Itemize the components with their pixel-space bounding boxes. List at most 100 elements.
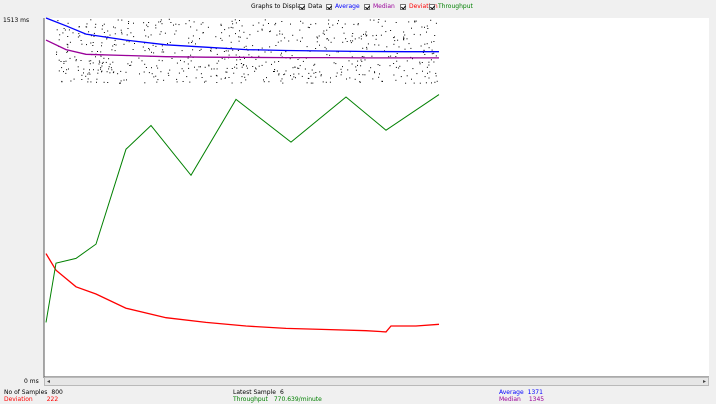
data-point xyxy=(329,81,331,83)
stat-throughput-label: Throughput xyxy=(233,396,268,403)
data-point xyxy=(377,21,379,23)
data-point xyxy=(66,69,68,71)
data-point xyxy=(106,38,108,40)
toggle-deviation[interactable]: Deviation xyxy=(400,3,438,10)
data-point xyxy=(83,68,85,70)
data-point xyxy=(130,64,132,66)
data-point xyxy=(328,23,329,25)
data-point xyxy=(435,72,437,74)
data-point xyxy=(340,74,342,76)
data-point xyxy=(276,70,278,72)
data-point xyxy=(111,69,113,71)
data-point xyxy=(90,81,92,83)
data-point xyxy=(225,71,227,73)
data-point xyxy=(420,45,422,47)
data-point xyxy=(89,63,91,65)
data-point xyxy=(156,65,158,67)
data-point xyxy=(307,26,309,28)
data-point xyxy=(350,42,352,44)
data-point xyxy=(239,56,241,58)
data-point xyxy=(120,70,122,72)
data-point xyxy=(294,66,296,68)
data-point xyxy=(359,81,361,83)
data-point xyxy=(158,59,160,61)
data-point xyxy=(204,66,206,68)
data-point xyxy=(151,67,152,69)
data-point xyxy=(404,48,406,50)
data-point xyxy=(67,44,69,46)
data-point xyxy=(332,24,334,26)
data-point xyxy=(313,72,315,74)
data-point xyxy=(292,34,294,36)
data-point xyxy=(168,74,170,76)
data-point xyxy=(85,26,87,28)
data-point xyxy=(121,19,123,21)
data-point xyxy=(159,33,161,35)
data-point xyxy=(162,49,164,51)
data-point xyxy=(364,59,366,61)
data-point xyxy=(425,82,427,84)
data-point xyxy=(322,32,324,34)
checkbox-deviation[interactable] xyxy=(400,3,406,10)
data-point xyxy=(315,23,317,25)
scroll-left-arrow-icon[interactable]: ◂ xyxy=(47,378,51,385)
data-point xyxy=(361,56,363,57)
data-point xyxy=(414,21,416,23)
data-point xyxy=(306,82,308,84)
data-point xyxy=(435,75,437,77)
data-point xyxy=(191,40,193,42)
data-point xyxy=(96,78,98,80)
scroll-right-arrow-icon[interactable]: ▸ xyxy=(702,378,706,385)
data-point xyxy=(120,82,121,84)
data-point xyxy=(170,22,172,23)
data-point xyxy=(355,66,357,68)
horizontal-scrollbar[interactable]: ◂ ▸ xyxy=(44,377,709,386)
data-point xyxy=(357,64,358,66)
data-point xyxy=(145,67,147,68)
toggle-average[interactable]: Average xyxy=(326,3,360,10)
data-point xyxy=(270,30,271,32)
data-point xyxy=(422,70,423,72)
checkbox-average[interactable] xyxy=(326,3,332,10)
checkbox-data[interactable] xyxy=(299,3,305,10)
data-point xyxy=(215,36,217,38)
data-point xyxy=(325,81,327,83)
data-point xyxy=(421,62,423,63)
graphs-to-display-bar: Graphs to Display Data Average Median De… xyxy=(0,0,716,14)
toggle-median[interactable]: Median xyxy=(364,3,395,10)
data-point xyxy=(366,48,368,50)
data-point xyxy=(234,66,236,68)
data-point xyxy=(221,32,223,34)
stat-latest-label: Latest Sample xyxy=(233,389,276,396)
data-point xyxy=(61,67,63,69)
data-point xyxy=(127,28,129,29)
data-point xyxy=(324,46,326,48)
stat-throughput-value: 770.639/minute xyxy=(273,396,322,403)
data-point xyxy=(393,37,395,39)
data-point xyxy=(235,22,237,24)
data-point xyxy=(299,29,301,31)
data-point xyxy=(415,20,417,22)
checkbox-throughput[interactable] xyxy=(429,3,435,10)
data-point xyxy=(88,72,90,74)
toggle-data[interactable]: Data xyxy=(299,3,322,10)
data-point xyxy=(68,29,70,31)
data-point xyxy=(196,69,198,71)
data-point xyxy=(143,22,145,24)
data-point xyxy=(431,53,433,55)
y-axis-min-label: 0 ms xyxy=(24,378,39,385)
data-point xyxy=(328,39,330,41)
data-point xyxy=(185,23,187,25)
data-point xyxy=(215,48,217,50)
data-point xyxy=(252,45,254,47)
data-point xyxy=(73,78,75,80)
data-point xyxy=(280,40,282,42)
checkbox-median[interactable] xyxy=(364,3,370,10)
data-point xyxy=(319,44,320,46)
data-point xyxy=(310,75,312,77)
data-point xyxy=(374,72,376,74)
toggle-throughput[interactable]: Throughput xyxy=(429,3,473,10)
data-point xyxy=(381,80,383,82)
data-point xyxy=(200,48,202,50)
